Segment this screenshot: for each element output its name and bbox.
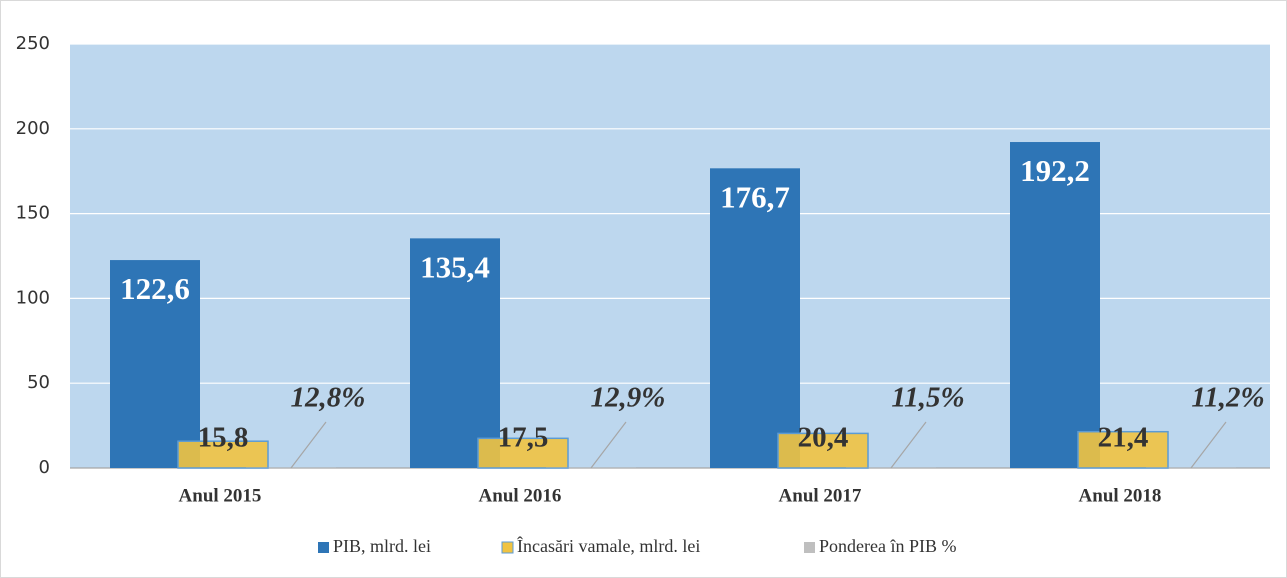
leader-line	[1190, 421, 1227, 469]
bar	[1077, 430, 1169, 469]
bar	[477, 437, 569, 469]
value-label: 11,2%	[1191, 382, 1264, 414]
bar	[710, 168, 800, 468]
value-label: 11,5%	[891, 382, 964, 414]
x-tick-label: Anul 2016	[479, 485, 562, 506]
value-label: 12,8%	[291, 382, 366, 414]
y-tick-label: 250	[16, 33, 50, 54]
x-tick-label: Anul 2018	[1079, 485, 1162, 506]
x-tick-label: Anul 2015	[179, 485, 262, 506]
x-tick-label: Anul 2017	[779, 485, 862, 506]
y-tick-label: 200	[16, 118, 50, 139]
value-label: 21,4	[1098, 422, 1149, 454]
y-tick-label: 50	[27, 372, 50, 393]
bar	[410, 238, 500, 468]
legend-label: PIB, mlrd. lei	[333, 536, 431, 556]
legend-label: Ponderea în PIB %	[819, 536, 956, 556]
bar	[777, 432, 869, 469]
legend-swatch	[318, 542, 329, 553]
legend-swatch	[804, 542, 815, 553]
bar	[110, 260, 200, 468]
leader-line	[290, 421, 327, 469]
value-label: 122,6	[120, 271, 190, 306]
value-label: 192,2	[1020, 153, 1090, 188]
value-label: 20,4	[798, 422, 849, 454]
y-tick-label: 150	[16, 203, 50, 224]
bar	[177, 440, 269, 469]
value-label: 176,7	[720, 179, 790, 214]
value-label: 12,9%	[591, 382, 666, 414]
legend-swatch	[501, 541, 514, 554]
leader-line	[890, 421, 927, 469]
value-label: 15,8	[198, 422, 249, 454]
y-tick-label: 100	[16, 287, 50, 308]
y-tick-label: 0	[39, 457, 50, 478]
value-label: 17,5	[498, 422, 549, 454]
leader-line	[590, 421, 627, 469]
bar	[1010, 142, 1100, 468]
legend-label: Încasări vamale, mlrd. lei	[517, 535, 700, 556]
value-label: 135,4	[420, 249, 490, 284]
